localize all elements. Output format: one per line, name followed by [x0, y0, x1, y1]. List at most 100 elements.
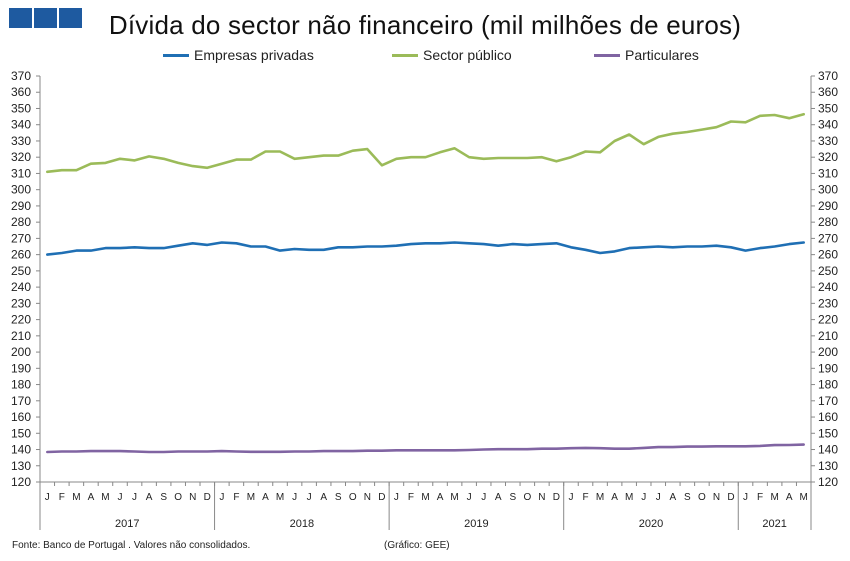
- x-year-label: 2019: [464, 518, 488, 530]
- y-tick-label-left: 220: [11, 313, 31, 327]
- y-tick-label-left: 210: [11, 329, 31, 343]
- y-tick-label-right: 350: [818, 101, 838, 115]
- footer-credit: (Gráfico: GEE): [384, 540, 450, 551]
- logo-square-2: [34, 8, 57, 28]
- x-tick-label-month: J: [656, 492, 661, 503]
- logo-square-1: [9, 8, 32, 28]
- x-tick-label-month: M: [770, 492, 778, 503]
- legend-swatch-sector-publico: [392, 53, 418, 57]
- x-tick-label-month: F: [233, 492, 239, 503]
- y-tick-label-left: 260: [11, 248, 31, 262]
- x-tick-label-month: M: [800, 492, 808, 503]
- x-year-label: 2020: [639, 518, 663, 530]
- x-tick-label-month: M: [421, 492, 429, 503]
- x-tick-label-month: J: [394, 492, 399, 503]
- y-tick-label-right: 230: [818, 296, 838, 310]
- y-tick-label-left: 180: [11, 378, 31, 392]
- y-tick-label-right: 240: [818, 280, 838, 294]
- x-tick-label-month: D: [553, 492, 560, 503]
- y-tick-label-right: 280: [818, 215, 838, 229]
- x-tick-label-month: J: [45, 492, 50, 503]
- y-tick-label-right: 260: [818, 248, 838, 262]
- x-tick-label-month: N: [713, 492, 720, 503]
- x-tick-label-month: A: [262, 492, 269, 503]
- y-tick-label-left: 290: [11, 199, 31, 213]
- y-tick-label-left: 370: [11, 69, 31, 83]
- x-tick-label-month: M: [72, 492, 80, 503]
- x-tick-label-month: M: [450, 492, 458, 503]
- x-tick-label-month: M: [625, 492, 633, 503]
- legend-label-empresas: Empresas privadas: [194, 47, 314, 63]
- x-tick-label-month: A: [611, 492, 618, 503]
- x-tick-label-month: D: [727, 492, 734, 503]
- y-tick-label-left: 310: [11, 166, 31, 180]
- y-tick-label-right: 340: [818, 118, 838, 132]
- y-tick-label-right: 180: [818, 378, 838, 392]
- legend-swatch-particulares: [594, 53, 620, 57]
- x-tick-label-month: N: [364, 492, 371, 503]
- y-tick-label-right: 250: [818, 264, 838, 278]
- y-tick-label-left: 280: [11, 215, 31, 229]
- logo-square-3: [59, 8, 82, 28]
- x-tick-label-month: O: [698, 492, 706, 503]
- y-tick-label-left: 190: [11, 361, 31, 375]
- x-tick-label-month: A: [437, 492, 444, 503]
- series-line-0: [45, 241, 806, 256]
- x-tick-label-month: F: [59, 492, 65, 503]
- x-tick-label-month: N: [538, 492, 545, 503]
- legend-item-empresas: Empresas privadas: [163, 47, 314, 63]
- y-tick-label-right: 140: [818, 443, 838, 457]
- footer-source: Fonte: Banco de Portugal . Valores não c…: [12, 540, 251, 551]
- x-tick-label-month: F: [757, 492, 763, 503]
- y-tick-label-left: 360: [11, 85, 31, 99]
- x-tick-label-month: J: [467, 492, 472, 503]
- y-tick-label-right: 370: [818, 69, 838, 83]
- x-tick-label-month: S: [684, 492, 691, 503]
- y-tick-label-left: 350: [11, 101, 31, 115]
- y-tick-label-right: 360: [818, 85, 838, 99]
- x-tick-label-month: M: [596, 492, 604, 503]
- x-tick-label-month: S: [335, 492, 342, 503]
- y-tick-label-right: 210: [818, 329, 838, 343]
- y-tick-label-left: 130: [11, 459, 31, 473]
- legend-swatch-empresas: [163, 53, 189, 57]
- y-tick-label-right: 310: [818, 166, 838, 180]
- legend-label-particulares: Particulares: [625, 47, 699, 63]
- x-tick-label-month: J: [743, 492, 748, 503]
- legend-item-particulares: Particulares: [594, 47, 699, 63]
- y-tick-label-right: 120: [818, 475, 838, 489]
- x-tick-label-month: A: [146, 492, 153, 503]
- x-tick-label-month: O: [349, 492, 357, 503]
- y-tick-label-left: 300: [11, 183, 31, 197]
- chart-title: Dívida do sector não financeiro (mil mil…: [108, 10, 742, 40]
- x-tick-label-month: J: [641, 492, 646, 503]
- x-tick-label-month: D: [204, 492, 211, 503]
- y-tick-label-right: 220: [818, 313, 838, 327]
- x-tick-label-month: F: [582, 492, 588, 503]
- x-tick-label-month: O: [174, 492, 182, 503]
- y-tick-label-left: 140: [11, 443, 31, 457]
- y-tick-label-right: 150: [818, 426, 838, 440]
- y-tick-label-left: 270: [11, 231, 31, 245]
- x-tick-label-month: S: [160, 492, 167, 503]
- y-tick-label-right: 330: [818, 134, 838, 148]
- x-tick-label-month: J: [568, 492, 573, 503]
- chart-legend: Empresas privadas Sector público Particu…: [0, 47, 850, 67]
- y-tick-label-right: 170: [818, 394, 838, 408]
- x-tick-label-month: A: [320, 492, 327, 503]
- y-tick-label-left: 160: [11, 410, 31, 424]
- x-tick-label-month: A: [786, 492, 793, 503]
- y-tick-label-right: 160: [818, 410, 838, 424]
- x-tick-label-month: J: [307, 492, 312, 503]
- y-tick-label-left: 230: [11, 296, 31, 310]
- x-tick-label-month: F: [408, 492, 414, 503]
- legend-label-sector-publico: Sector público: [423, 47, 512, 63]
- y-tick-label-right: 270: [818, 231, 838, 245]
- y-tick-label-left: 340: [11, 118, 31, 132]
- y-tick-label-left: 330: [11, 134, 31, 148]
- x-tick-label-month: M: [247, 492, 255, 503]
- x-tick-label-month: J: [219, 492, 224, 503]
- x-tick-label-month: J: [292, 492, 297, 503]
- series-line-1: [45, 112, 806, 174]
